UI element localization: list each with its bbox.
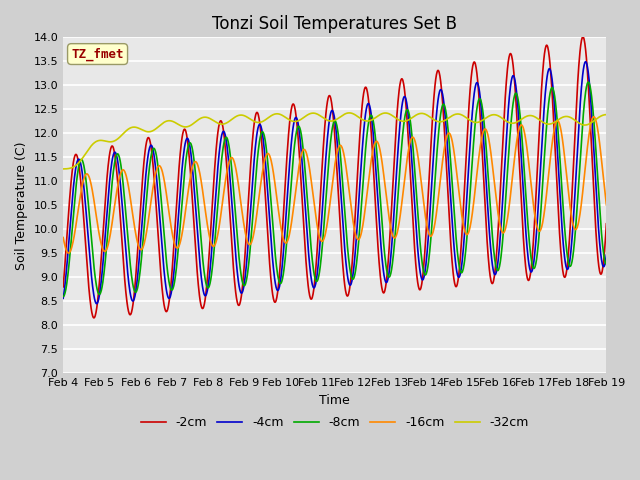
-4cm	[180, 145, 188, 151]
-2cm	[579, 34, 587, 40]
-8cm	[602, 261, 610, 267]
-32cm	[167, 118, 175, 124]
-2cm	[602, 221, 610, 227]
Legend: -2cm, -4cm, -8cm, -16cm, -32cm: -2cm, -4cm, -8cm, -16cm, -32cm	[136, 411, 534, 434]
-16cm	[419, 197, 427, 203]
-8cm	[180, 176, 188, 182]
-4cm	[602, 252, 610, 258]
-8cm	[167, 286, 175, 292]
-32cm	[180, 124, 188, 130]
-4cm	[490, 271, 498, 277]
Line: -32cm: -32cm	[63, 113, 606, 169]
-2cm	[419, 268, 427, 274]
-2cm	[538, 76, 546, 82]
Text: TZ_fmet: TZ_fmet	[71, 48, 124, 61]
Y-axis label: Soil Temperature (C): Soil Temperature (C)	[15, 141, 28, 270]
-32cm	[419, 111, 427, 117]
-32cm	[602, 112, 610, 118]
-8cm	[241, 283, 248, 288]
Line: -8cm: -8cm	[63, 82, 606, 297]
-16cm	[590, 114, 598, 120]
-4cm	[60, 295, 67, 301]
Line: -2cm: -2cm	[63, 37, 606, 318]
-16cm	[490, 179, 498, 185]
-2cm	[60, 284, 67, 290]
-16cm	[241, 229, 249, 235]
-16cm	[65, 250, 72, 256]
-32cm	[241, 113, 248, 119]
-4cm	[538, 135, 546, 141]
-4cm	[167, 290, 175, 296]
-16cm	[602, 202, 610, 208]
X-axis label: Time: Time	[319, 394, 350, 407]
-32cm	[60, 166, 67, 172]
-2cm	[241, 251, 249, 256]
-2cm	[490, 274, 498, 280]
-16cm	[538, 222, 546, 228]
Title: Tonzi Soil Temperatures Set B: Tonzi Soil Temperatures Set B	[212, 15, 457, 33]
-8cm	[490, 249, 498, 255]
-4cm	[93, 301, 100, 307]
-2cm	[167, 280, 175, 286]
-16cm	[60, 235, 67, 240]
-16cm	[167, 224, 175, 230]
-8cm	[60, 294, 67, 300]
-16cm	[180, 216, 188, 222]
-8cm	[584, 79, 592, 85]
-32cm	[538, 119, 546, 125]
-32cm	[346, 110, 353, 116]
-4cm	[419, 276, 427, 282]
-2cm	[90, 315, 97, 321]
-8cm	[419, 265, 427, 271]
Line: -16cm: -16cm	[63, 117, 606, 253]
-2cm	[180, 126, 188, 132]
-8cm	[538, 194, 546, 200]
-32cm	[490, 112, 498, 118]
Line: -4cm: -4cm	[63, 62, 606, 304]
-4cm	[241, 275, 249, 280]
-4cm	[582, 59, 589, 65]
